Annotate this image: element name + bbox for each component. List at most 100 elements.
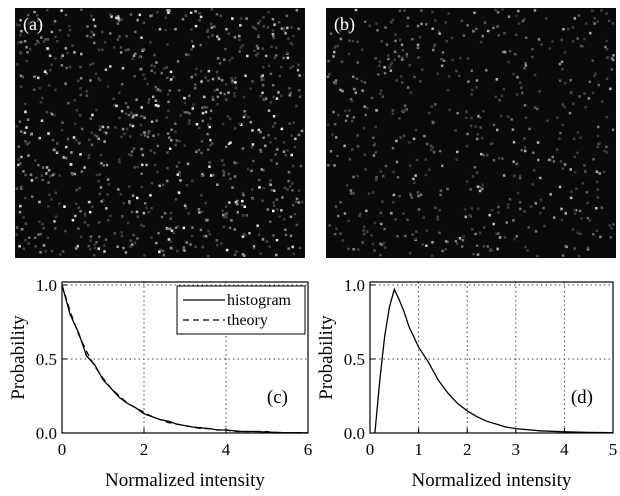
- speckle: [227, 32, 230, 35]
- speckle: [398, 9, 402, 13]
- speckle: [153, 163, 157, 167]
- speckle: [297, 189, 301, 192]
- speckle: [390, 61, 393, 65]
- speckle: [24, 140, 27, 143]
- speckle: [454, 129, 457, 132]
- speckle: [17, 41, 20, 44]
- speckle: [166, 227, 169, 231]
- speckle: [28, 236, 31, 239]
- speckle: [56, 40, 59, 43]
- speckle: [563, 82, 567, 85]
- speckle: [98, 173, 102, 176]
- speckle: [164, 28, 167, 32]
- speckle: [248, 232, 251, 235]
- x-axis-title: Normalized intensity: [105, 470, 265, 491]
- speckle: [117, 19, 121, 22]
- speckle: [62, 156, 65, 159]
- speckle: [209, 22, 213, 26]
- speckle: [207, 148, 210, 151]
- speckle: [402, 134, 406, 138]
- speckle: [33, 10, 36, 14]
- speckle: [169, 217, 172, 220]
- speckle: [19, 40, 23, 44]
- speckle: [293, 145, 297, 149]
- speckle: [496, 128, 499, 132]
- speckle: [47, 84, 51, 87]
- speckle: [450, 36, 454, 40]
- speckle: [149, 41, 152, 44]
- speckle: [105, 131, 108, 135]
- speckle: [425, 23, 428, 26]
- speckle: [200, 151, 203, 155]
- speckle: [416, 46, 420, 50]
- speckle: [355, 77, 359, 80]
- speckle: [42, 244, 46, 247]
- speckle: [209, 144, 212, 147]
- speckle: [352, 192, 355, 195]
- speckle: [373, 249, 376, 252]
- speckle: [109, 32, 112, 35]
- data-line: [61, 284, 308, 434]
- speckle: [183, 144, 186, 147]
- speckle: [136, 237, 139, 240]
- speckle: [575, 187, 578, 191]
- speckle: [375, 109, 378, 112]
- speckle: [569, 196, 573, 200]
- speckle: [241, 44, 245, 47]
- speckle: [455, 158, 458, 161]
- speckle: [579, 136, 582, 139]
- speckle: [600, 206, 604, 209]
- speckle: [242, 95, 246, 99]
- speckle: [288, 94, 291, 97]
- speckle: [417, 194, 420, 198]
- speckle: [332, 81, 336, 84]
- speckle: [56, 142, 59, 145]
- speckle: [183, 96, 186, 100]
- speckle: [61, 121, 64, 124]
- speckle: [553, 216, 556, 219]
- speckle: [163, 212, 167, 215]
- speckle: [106, 85, 110, 88]
- speckle: [26, 51, 29, 54]
- speckle: [86, 34, 89, 38]
- speckle: [572, 137, 576, 140]
- speckle: [533, 9, 537, 12]
- speckle: [140, 172, 143, 175]
- x-tick-label: 2: [463, 440, 472, 459]
- speckle: [39, 232, 42, 236]
- speckle: [396, 176, 400, 179]
- speckle: [362, 229, 365, 232]
- speckle: [428, 111, 431, 115]
- speckle: [133, 75, 136, 78]
- speckle: [259, 130, 262, 134]
- speckle: [22, 216, 25, 219]
- speckle: [99, 125, 102, 128]
- speckle: [401, 109, 404, 113]
- speckle: [270, 45, 273, 48]
- speckle: [169, 240, 173, 243]
- speckle: [408, 63, 412, 67]
- speckle: [183, 249, 186, 252]
- speckle: [539, 198, 543, 202]
- speckle: [66, 51, 69, 55]
- speckle: [266, 26, 270, 29]
- speckle: [69, 163, 73, 166]
- speckle: [467, 80, 470, 83]
- speckle: [596, 134, 600, 138]
- speckle: [209, 138, 212, 142]
- speckle: [236, 211, 239, 214]
- speckle: [22, 170, 25, 173]
- speckle: [58, 202, 61, 205]
- speckle: [104, 238, 108, 241]
- speckle: [97, 221, 101, 224]
- speckle: [456, 242, 459, 245]
- speckle: [50, 198, 53, 201]
- speckle: [571, 40, 575, 43]
- speckle: [156, 144, 160, 148]
- speckle: [352, 116, 356, 119]
- speckle: [431, 27, 434, 30]
- speckle: [439, 189, 443, 192]
- speckle: [344, 109, 347, 113]
- speckle: [478, 116, 482, 119]
- speckle: [392, 200, 395, 204]
